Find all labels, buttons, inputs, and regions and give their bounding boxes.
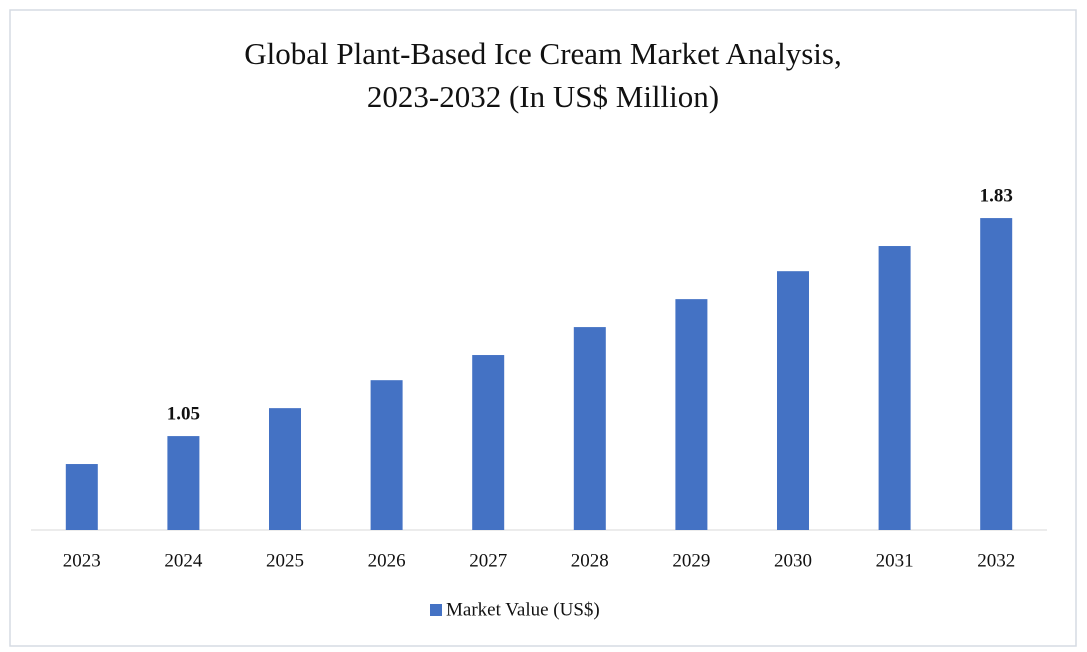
bar <box>573 327 606 530</box>
bar <box>675 299 708 530</box>
bar <box>269 408 301 530</box>
x-tick-label: 2026 <box>368 550 406 571</box>
x-tick-label: 2027 <box>469 550 507 571</box>
x-tick-label: 2032 <box>977 550 1015 571</box>
data-label: 1.05 <box>167 403 200 424</box>
bar <box>777 271 809 530</box>
bar <box>980 218 1013 530</box>
x-tick-label: 2028 <box>571 550 609 571</box>
x-tick-label: 2030 <box>774 550 812 571</box>
bar <box>167 436 200 530</box>
x-tick-label: 2024 <box>164 550 203 571</box>
data-label: 1.83 <box>980 185 1013 206</box>
x-tick-label: 2031 <box>876 550 914 571</box>
legend-label: Market Value (US$) <box>446 599 600 620</box>
bar <box>472 355 505 530</box>
x-tick-label: 2029 <box>672 550 710 571</box>
bar <box>878 246 911 530</box>
chart-title: 2023-2032 (In US$ Million) <box>367 79 719 114</box>
legend-swatch <box>430 604 442 616</box>
x-tick-label: 2025 <box>266 550 304 571</box>
chart-title: Global Plant-Based Ice Cream Market Anal… <box>244 36 841 71</box>
x-tick-label: 2023 <box>63 550 101 571</box>
bar <box>65 464 98 530</box>
bar <box>370 380 403 530</box>
